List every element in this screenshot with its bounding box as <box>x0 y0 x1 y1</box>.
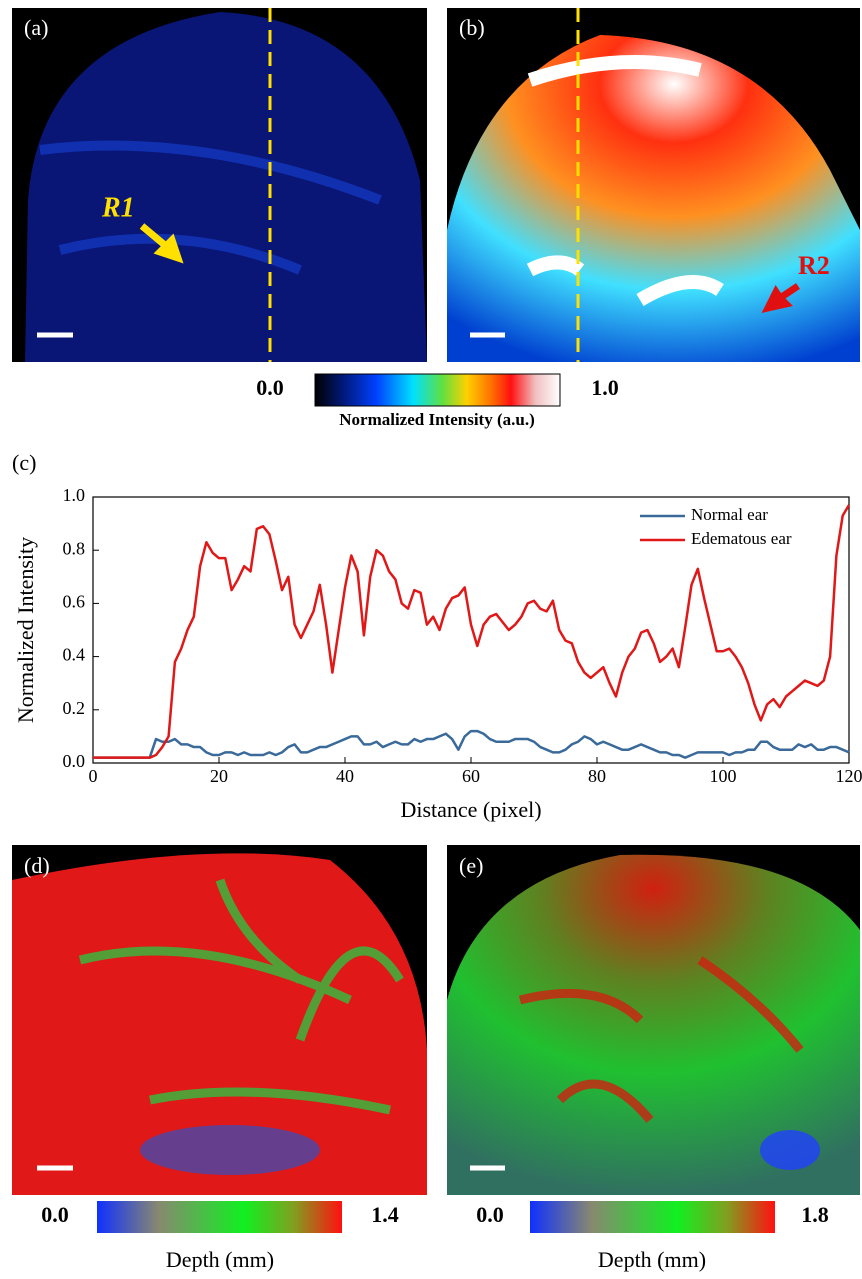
colorbar <box>530 1201 775 1233</box>
colorbar-min: 0.0 <box>476 1202 504 1227</box>
figure: R1 (a) R2 (b) 0.0 1.0 Normalized Intensi… <box>0 0 862 1279</box>
annotation: R2 <box>798 251 830 280</box>
colorbar <box>315 374 560 406</box>
x-tick-label: 120 <box>836 766 862 786</box>
y-tick-label: 0.0 <box>63 751 86 771</box>
y-axis-label: Normalized Intensity <box>13 537 38 723</box>
panel-label: (d) <box>24 853 50 878</box>
colorbar-min: 0.0 <box>256 375 284 400</box>
legend-label: Normal ear <box>691 505 768 524</box>
y-tick-label: 0.6 <box>63 592 86 612</box>
x-tick-label: 20 <box>210 766 228 786</box>
x-tick-label: 100 <box>710 766 737 786</box>
colorbar-label: Depth (mm) <box>598 1247 706 1272</box>
colorbar-max: 1.0 <box>591 375 619 400</box>
x-tick-label: 0 <box>89 766 98 786</box>
colorbar-label: Normalized Intensity (a.u.) <box>339 410 534 429</box>
x-tick-label: 60 <box>462 766 480 786</box>
line-chart: 0 20 40 60 80 100 120 0.0 0.2 0.4 0.6 0.8 1.0 Distanc… <box>13 485 862 822</box>
panel-label: (a) <box>24 15 48 40</box>
texture <box>760 1130 820 1170</box>
y-tick-label: 0.2 <box>63 698 86 718</box>
annotation: R1 <box>101 192 135 223</box>
colorbar-max: 1.8 <box>801 1202 829 1227</box>
colorbar-min: 0.0 <box>41 1202 69 1227</box>
panel-label: (b) <box>459 15 485 40</box>
texture <box>140 1125 320 1175</box>
colorbar-label: Depth (mm) <box>166 1247 274 1272</box>
y-tick-label: 1.0 <box>63 485 86 505</box>
colorbar <box>97 1201 342 1233</box>
x-tick-label: 80 <box>588 766 606 786</box>
x-tick-label: 40 <box>336 766 354 786</box>
y-tick-label: 0.4 <box>63 645 86 665</box>
line-series <box>93 731 849 758</box>
panel-label: (e) <box>459 853 483 878</box>
y-tick-label: 0.8 <box>63 538 86 558</box>
x-axis-label: Distance (pixel) <box>400 797 541 822</box>
legend-label: Edematous ear <box>691 529 792 548</box>
colorbar-max: 1.4 <box>371 1202 399 1227</box>
panel-label: (c) <box>12 450 36 475</box>
